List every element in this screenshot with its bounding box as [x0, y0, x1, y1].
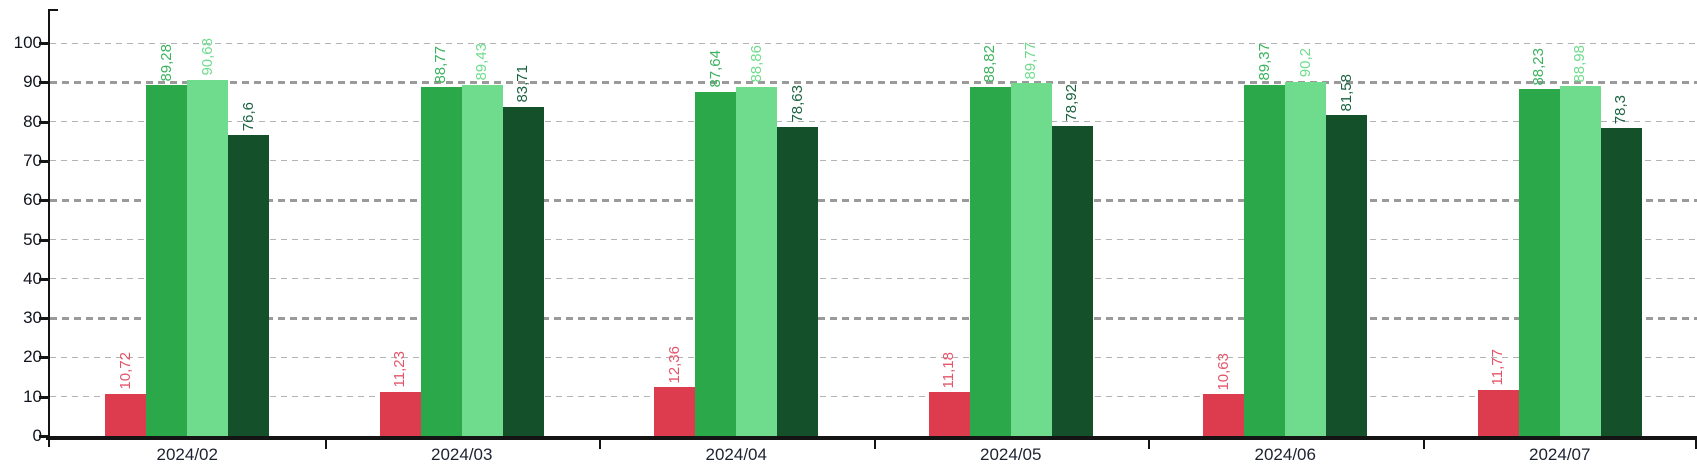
- value-label-red: 11,77: [1489, 349, 1507, 386]
- value-label-green: 89,28: [157, 43, 175, 82]
- value-label-light-green: 88,98: [1571, 44, 1589, 83]
- bar-red: [928, 392, 970, 436]
- y-axis-tick: [39, 159, 49, 163]
- value-label-light-green: 89,43: [473, 43, 491, 81]
- x-category-label: 2024/06: [1254, 445, 1316, 464]
- bar-light-green: [1010, 83, 1052, 436]
- x-axis-tick: [873, 440, 876, 449]
- bar-red: [1203, 394, 1245, 436]
- y-axis-line: [48, 9, 50, 447]
- bar-green: [695, 91, 737, 436]
- gridline-80: [50, 121, 1697, 123]
- x-category-label: 2024/07: [1529, 445, 1591, 464]
- bar-light-green: [1559, 86, 1601, 436]
- bar-red: [379, 391, 421, 436]
- value-label-red: 12,36: [665, 345, 683, 384]
- gridline-10: [50, 396, 1697, 398]
- value-label-dark-green: 78,92: [1063, 84, 1081, 122]
- y-axis-top-tick: [48, 9, 58, 11]
- gridline-90: [50, 80, 1697, 84]
- y-axis-tick: [39, 317, 49, 321]
- gridline-50: [50, 239, 1697, 240]
- y-axis-tick: [39, 199, 49, 203]
- bar-dark-green: [502, 107, 544, 436]
- value-label-green: 87,64: [706, 50, 724, 88]
- bar-dark-green: [1326, 115, 1368, 436]
- value-label-dark-green: 76,6: [239, 101, 257, 131]
- gridline-100: [50, 42, 1697, 44]
- x-axis-tick: [324, 440, 327, 449]
- bar-green: [146, 85, 188, 436]
- value-label-red: 10,63: [1214, 352, 1232, 391]
- value-label-red: 11,18: [940, 351, 958, 389]
- gridline-40: [50, 278, 1697, 280]
- y-axis-tick: [39, 120, 49, 124]
- value-label-dark-green: 83,71: [514, 65, 532, 104]
- bar-dark-green: [1051, 125, 1093, 436]
- bar-green: [420, 87, 462, 436]
- y-tick-label: 30: [23, 308, 42, 328]
- value-label-green: 88,77: [432, 45, 450, 84]
- x-axis-tick: [1148, 440, 1150, 449]
- y-tick-label: 40: [23, 268, 42, 288]
- value-label-red: 11,23: [391, 351, 409, 388]
- x-category-label: 2024/04: [705, 445, 767, 464]
- bar-green: [1518, 89, 1560, 436]
- value-label-red: 10,72: [116, 352, 134, 390]
- value-label-light-green: 90,2: [1296, 48, 1314, 78]
- y-tick-label: 50: [23, 229, 42, 249]
- x-category-label: 2024/02: [156, 445, 218, 464]
- y-tick-label: 20: [23, 347, 42, 367]
- value-label-dark-green: 81,58: [1337, 73, 1355, 112]
- y-tick-label: 60: [23, 190, 42, 210]
- value-label-light-green: 89,77: [1022, 41, 1040, 80]
- y-tick-label: 100: [13, 33, 42, 52]
- gridline-70: [50, 160, 1697, 162]
- x-axis-tick: [1422, 440, 1425, 449]
- y-axis-tick: [39, 42, 49, 45]
- value-label-light-green: 88,86: [747, 45, 765, 83]
- y-tick-label: 0: [32, 426, 42, 445]
- value-label-green: 88,82: [981, 45, 999, 83]
- gridline-30: [50, 316, 1697, 320]
- bar-light-green: [1285, 81, 1327, 436]
- bar-dark-green: [228, 134, 270, 436]
- y-axis-tick: [39, 395, 49, 399]
- x-axis-tick: [599, 440, 601, 449]
- bar-light-green: [187, 79, 229, 436]
- value-label-dark-green: 78,63: [788, 85, 806, 123]
- y-axis-tick: [39, 277, 49, 281]
- gridline-60: [50, 198, 1697, 202]
- bar-red: [105, 393, 147, 436]
- bar-dark-green: [777, 126, 819, 436]
- x-axis-tick: [1695, 440, 1697, 449]
- value-label-light-green: 90,68: [198, 38, 216, 76]
- x-axis-line: [46, 436, 1697, 440]
- value-label-green: 89,37: [1255, 43, 1273, 81]
- y-axis-tick: [39, 356, 49, 360]
- gridline-20: [50, 356, 1697, 358]
- value-label-green: 88,23: [1530, 47, 1548, 86]
- y-tick-label: 80: [23, 111, 42, 131]
- y-tick-label: 10: [23, 386, 42, 406]
- y-axis-tick: [39, 435, 49, 438]
- value-label-dark-green: 78,3: [1612, 95, 1630, 125]
- y-axis-tick: [39, 81, 49, 85]
- bar-green: [969, 86, 1011, 436]
- y-tick-label: 70: [23, 150, 42, 170]
- y-axis-tick: [39, 238, 49, 242]
- bar-light-green: [461, 84, 503, 436]
- bar-red: [1477, 389, 1519, 436]
- y-tick-label: 90: [23, 72, 42, 92]
- bar-red: [654, 387, 696, 436]
- bar-green: [1244, 84, 1286, 436]
- bar-light-green: [736, 86, 778, 436]
- bar-dark-green: [1600, 128, 1642, 436]
- x-category-label: 2024/03: [431, 445, 493, 464]
- x-category-label: 2024/05: [980, 445, 1042, 464]
